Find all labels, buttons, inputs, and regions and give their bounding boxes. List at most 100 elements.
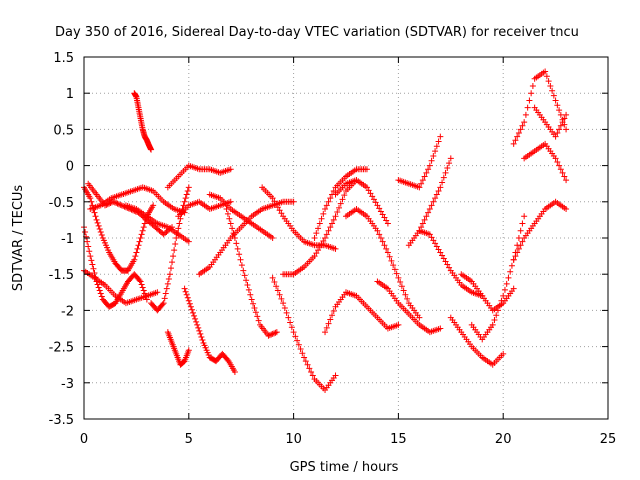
data-point (96, 287, 103, 294)
x-tick-label: 0 (80, 432, 88, 447)
series-arc-29 (468, 213, 528, 343)
data-point (323, 231, 330, 238)
data-point (87, 253, 94, 260)
data-point (547, 82, 554, 89)
data-point (199, 336, 206, 343)
data-point (550, 92, 557, 99)
data-point (92, 213, 99, 220)
data-point (189, 309, 196, 316)
series-arc-11 (175, 198, 234, 220)
data-point (419, 220, 426, 227)
data-point (269, 330, 276, 337)
data-point (244, 282, 251, 289)
data-point (428, 157, 435, 164)
data-point (327, 224, 334, 231)
data-point (311, 235, 318, 241)
data-point (283, 309, 290, 316)
data-point (494, 307, 501, 314)
y-tick-label: -2.5 (49, 341, 74, 356)
data-point (561, 173, 568, 180)
x-axis-label: GPS time / hours (290, 460, 399, 475)
data-point (165, 276, 172, 283)
data-point (559, 119, 566, 126)
data-point (250, 300, 257, 307)
data-point (84, 238, 91, 245)
data-point (233, 240, 240, 247)
data-point (186, 300, 193, 307)
data-point (508, 262, 515, 269)
data-point (183, 191, 190, 198)
data-point (542, 68, 549, 75)
data-point (337, 200, 344, 207)
data-point (182, 195, 189, 202)
data-point (517, 242, 524, 249)
data-point (440, 255, 447, 262)
data-point (318, 241, 325, 248)
x-tick-label: 20 (495, 432, 512, 447)
data-point (313, 230, 320, 237)
series-arc-30 (510, 198, 570, 263)
data-point (421, 173, 428, 180)
data-point (196, 327, 203, 334)
data-point (323, 324, 330, 331)
data-points (81, 68, 570, 394)
data-point (248, 296, 255, 303)
data-point (430, 152, 437, 159)
data-point (505, 274, 512, 281)
data-point (316, 244, 323, 251)
data-point (440, 174, 447, 181)
series-arc-24 (395, 133, 444, 191)
data-point (139, 227, 146, 234)
data-point (266, 332, 273, 339)
data-point (512, 137, 519, 144)
data-point (376, 231, 383, 238)
data-point (437, 325, 444, 332)
data-point (514, 133, 521, 140)
data-point (273, 329, 280, 336)
data-point (183, 291, 190, 298)
data-point (395, 274, 402, 281)
data-point (325, 320, 332, 327)
data-point (557, 122, 564, 129)
data-point (255, 317, 262, 324)
data-point (381, 242, 388, 249)
data-point (274, 204, 281, 211)
data-point (231, 368, 238, 375)
data-point (332, 372, 339, 379)
y-axis-label: SDTVAR / TECUs (11, 185, 26, 292)
y-tick-label: -1.5 (49, 268, 74, 283)
data-point (552, 97, 559, 104)
series-arc-15 (223, 206, 280, 339)
series-arc-17 (269, 274, 339, 394)
data-point (433, 143, 440, 150)
data-point (269, 274, 276, 281)
data-point (428, 234, 435, 241)
data-point (327, 316, 334, 323)
data-point (426, 162, 433, 169)
data-point (322, 235, 329, 241)
series-arc-27 (447, 314, 507, 368)
data-point (556, 107, 563, 114)
data-point (136, 238, 143, 245)
data-point (363, 166, 370, 173)
y-tick-label: -3 (61, 377, 74, 392)
data-point (311, 253, 318, 260)
data-point (336, 204, 343, 211)
data-point (383, 217, 390, 224)
data-point (188, 306, 195, 313)
data-point (369, 193, 376, 200)
series-arc-20 (332, 177, 391, 227)
axes: 0 5 10 15 20 25 1.5 1 0.5 0 -0.5 -1 -1.5 -2 -2.5 -3 -3.5 (49, 51, 617, 447)
data-point (224, 356, 231, 363)
data-point (421, 216, 428, 223)
data-point (400, 287, 407, 294)
data-point (377, 208, 384, 215)
data-point (94, 219, 101, 226)
data-point (425, 209, 432, 216)
data-point (365, 187, 372, 194)
data-point (195, 324, 202, 331)
data-point (442, 258, 449, 265)
data-point (433, 243, 440, 250)
data-point (510, 140, 517, 147)
y-tick-label: 0 (66, 160, 74, 175)
